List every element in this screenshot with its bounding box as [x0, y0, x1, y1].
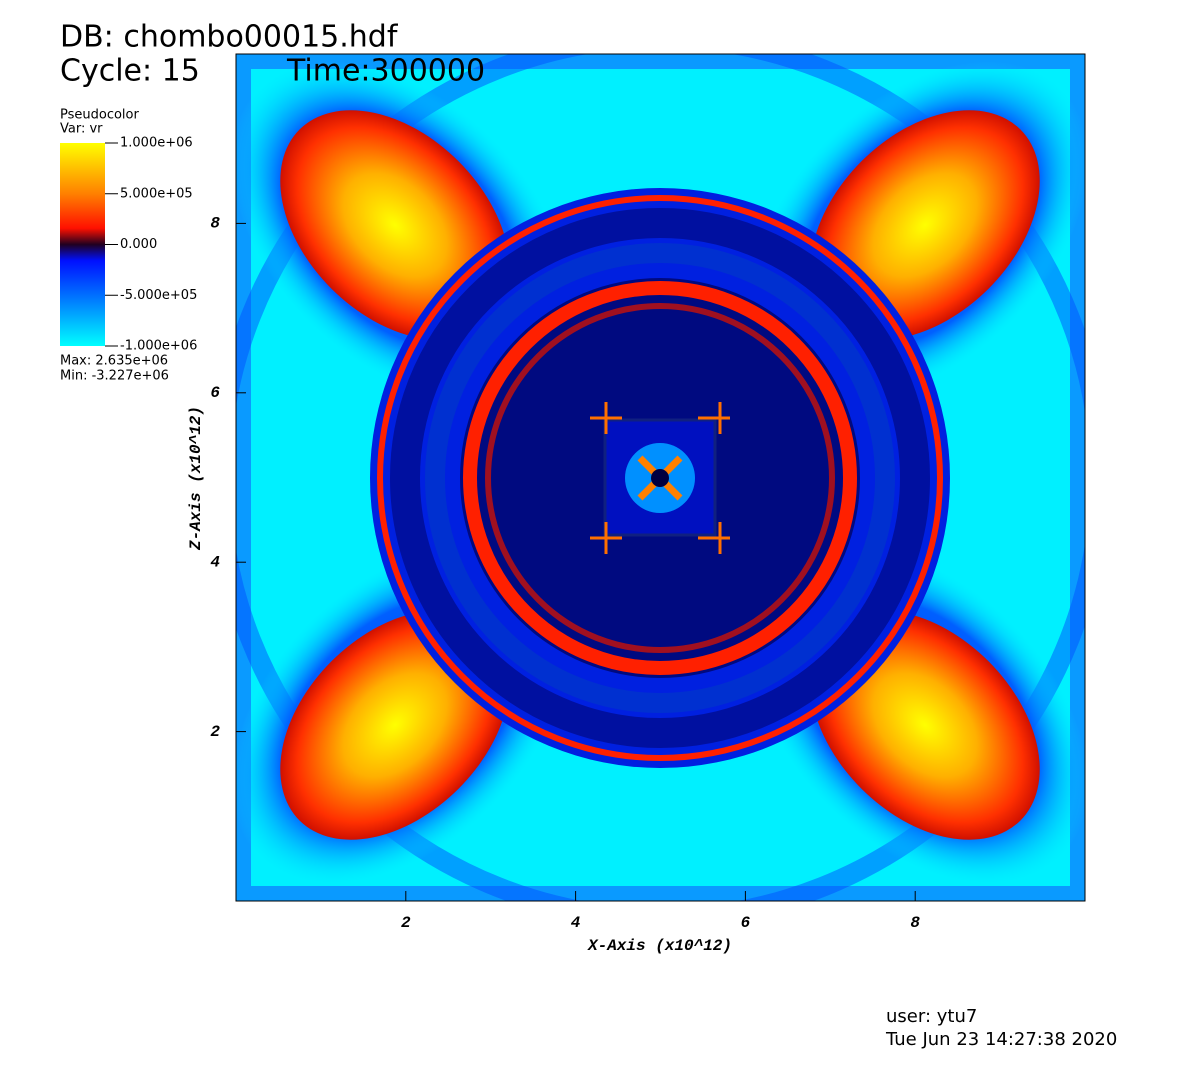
colorbar-tick-label: 5.000e+05: [120, 186, 193, 201]
legend-max: Max: 2.635e+06: [60, 354, 168, 369]
legend-title: Pseudocolor: [60, 108, 139, 123]
x-tick-label: 8: [910, 914, 920, 932]
y-tick-label: 6: [210, 384, 220, 402]
x-tick-label: 4: [571, 914, 581, 932]
date-label: Tue Jun 23 14:27:38 2020: [885, 1029, 1117, 1050]
x-tick-label: 6: [741, 914, 751, 932]
legend-var: Var: vr: [60, 122, 103, 137]
plot-frame: [235, 53, 1086, 902]
time-label: Time:300000: [286, 54, 485, 89]
y-axis-label: Z-Axis (x10^12): [187, 406, 205, 551]
x-tick-label: 2: [401, 914, 411, 932]
colorbar-tick-label: -5.000e+05: [120, 288, 197, 303]
legend-min: Min: -3.227e+06: [60, 369, 169, 384]
y-tick-label: 8: [210, 215, 220, 233]
colorbar-tick-label: 1.000e+06: [120, 136, 193, 151]
user-label: user: ytu7: [886, 1006, 977, 1027]
colorbar-tick-label: 0.000: [120, 237, 157, 252]
colorbar-tick-label: -1.000e+06: [120, 339, 197, 354]
db-label: DB: chombo00015.hdf: [60, 20, 399, 55]
y-tick-label: 2: [210, 723, 220, 741]
cycle-label: Cycle: 15: [60, 54, 200, 89]
field-image: [236, 54, 1085, 901]
colorbar: [60, 143, 105, 346]
x-axis-label: X-Axis (x10^12): [587, 937, 732, 955]
y-tick-label: 4: [210, 553, 220, 571]
